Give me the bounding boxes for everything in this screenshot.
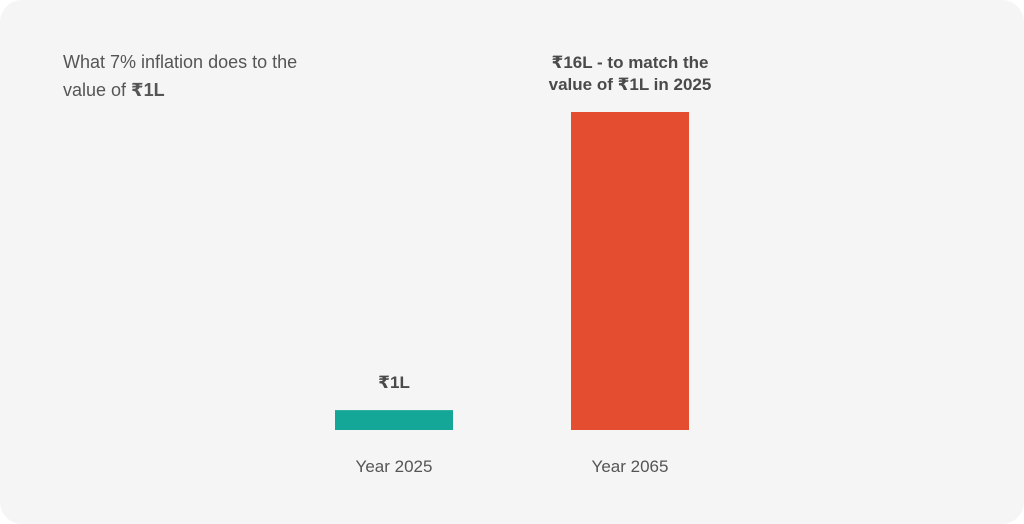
bar-2 bbox=[571, 112, 689, 430]
data-label-2-line-2: value of ₹1L in 2025 bbox=[549, 75, 712, 94]
data-label-1-line-1: ₹1L bbox=[378, 373, 410, 392]
chart-title-emphasis: ₹1L bbox=[131, 80, 165, 100]
bar-1 bbox=[335, 410, 453, 430]
category-label-1: Year 2025 bbox=[356, 457, 433, 476]
category-label-2: Year 2065 bbox=[592, 457, 669, 476]
chart-title-text: What 7% inflation does to the value of bbox=[63, 52, 298, 100]
chart-title: What 7% inflation does to the value of ₹… bbox=[63, 48, 323, 104]
data-label-2-line-1: ₹16L - to match the bbox=[552, 53, 709, 72]
